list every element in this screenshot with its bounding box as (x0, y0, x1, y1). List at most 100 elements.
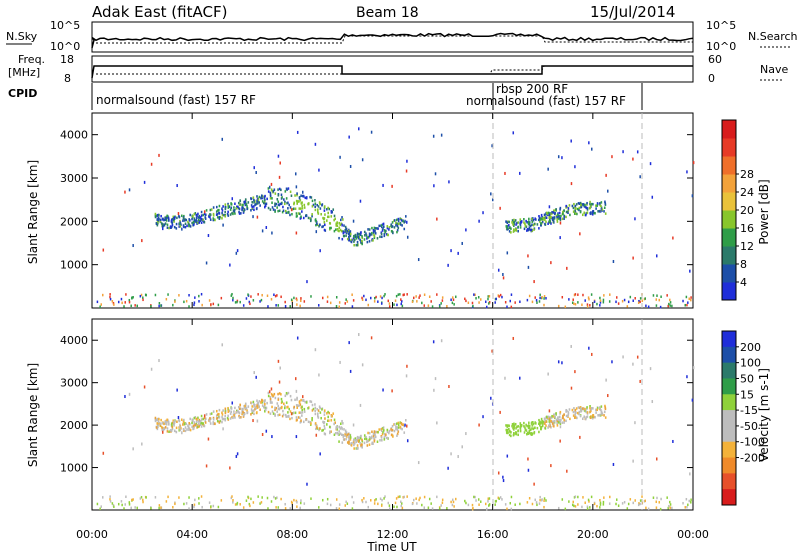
velocity-echo (461, 445, 463, 449)
power-echo (296, 298, 298, 302)
power-echo (560, 214, 562, 218)
velocity-echo (193, 505, 195, 509)
power-echo (397, 293, 400, 296)
velocity-echo (538, 502, 541, 505)
velocity-echo (321, 408, 323, 411)
power-echo (472, 304, 474, 308)
velocity-echo (595, 411, 597, 414)
power-echo (345, 234, 347, 237)
velocity-echo (557, 360, 560, 364)
power-echo (581, 213, 584, 217)
velocity-echo (585, 416, 588, 419)
velocity-echo (330, 419, 333, 422)
power-echo (524, 222, 526, 226)
power-echo (367, 236, 369, 239)
power-echo (531, 223, 533, 226)
velocity-echo (342, 435, 345, 438)
velocity-echo (562, 416, 564, 420)
power-echo (202, 218, 204, 221)
velocity-echo (584, 417, 587, 421)
power-echo (167, 217, 170, 221)
velocity-echo (290, 398, 293, 402)
velocity-echo (311, 403, 314, 407)
power-echo (528, 221, 531, 224)
velocity-echo (197, 425, 199, 429)
xtick-label: 12:00 (377, 528, 409, 541)
velocity-echo (602, 503, 605, 506)
velocity-echo (578, 410, 581, 414)
power-echo (212, 214, 215, 217)
velocity-echo (668, 504, 670, 508)
power-echo (582, 293, 584, 297)
velocity-echo (672, 439, 674, 443)
power-echo (282, 209, 285, 212)
velocity-echo (256, 406, 259, 409)
velocity-echo (534, 498, 536, 502)
velocity-echo (285, 415, 288, 418)
velocity-echo (301, 408, 304, 412)
power-echo (255, 202, 257, 206)
velocity-echo (519, 422, 522, 425)
velocity-echo (350, 442, 353, 445)
power-echo (565, 204, 568, 208)
power-echo (433, 184, 435, 188)
power-echo (303, 206, 306, 209)
power-echo (339, 155, 341, 159)
power-echo (399, 217, 402, 220)
cpid-label: CPID (8, 87, 37, 100)
power-echo (388, 302, 391, 305)
freq-panel: Freq. [MHz] 18 8 60 0 Nave (8, 53, 788, 85)
power-echo (403, 221, 405, 224)
velocity-echo (517, 433, 519, 437)
velocity-echo (296, 396, 298, 400)
power-echo (314, 142, 317, 146)
velocity-echo (558, 415, 561, 419)
velocity-echo (154, 416, 157, 420)
velocity-echo (339, 427, 342, 430)
velocity-echo (386, 430, 389, 434)
velocity-echo (276, 410, 278, 413)
velocity-echo (380, 427, 383, 431)
power-echo (326, 219, 328, 222)
velocity-echo (516, 425, 518, 429)
cpid-segment-3: normalsound (fast) 157 RF (466, 94, 626, 108)
power-echo (352, 236, 355, 240)
power-echo (578, 206, 581, 210)
velocity-echo (504, 376, 506, 380)
power-echo (185, 218, 188, 222)
velocity-echo (178, 419, 181, 423)
power-echo (609, 293, 611, 296)
power-echo (566, 266, 568, 270)
velocity-echo (584, 409, 586, 413)
velocity-echo (317, 409, 320, 412)
power-echo (198, 216, 201, 219)
power-echo (229, 208, 232, 211)
velocity-echo (179, 423, 181, 427)
velocity-echo (345, 431, 347, 434)
velocity-echo (166, 418, 168, 422)
velocity-echo (163, 422, 165, 426)
power-echo (692, 161, 695, 165)
power-echo (224, 210, 226, 214)
velocity-echo (395, 425, 397, 428)
power-echo (188, 293, 190, 297)
power-echo (312, 203, 315, 207)
velocity-echo (301, 411, 304, 414)
velocity-echo (261, 433, 264, 437)
power-echo (616, 296, 618, 299)
velocity-echo (651, 400, 654, 404)
power-echo (519, 226, 522, 229)
power-echo (632, 299, 634, 302)
velocity-echo (363, 434, 366, 437)
velocity-echo (543, 505, 545, 509)
power-echo (301, 194, 304, 198)
power-echo (588, 141, 590, 145)
velocity-echo (270, 387, 273, 391)
power-echo (332, 208, 335, 211)
velocity-echo (528, 429, 531, 433)
power-echo (296, 214, 298, 218)
velocity-echo (327, 415, 329, 419)
velocity-echo (196, 426, 198, 429)
velocity-echo (533, 432, 535, 435)
velocity-echo (573, 496, 576, 499)
